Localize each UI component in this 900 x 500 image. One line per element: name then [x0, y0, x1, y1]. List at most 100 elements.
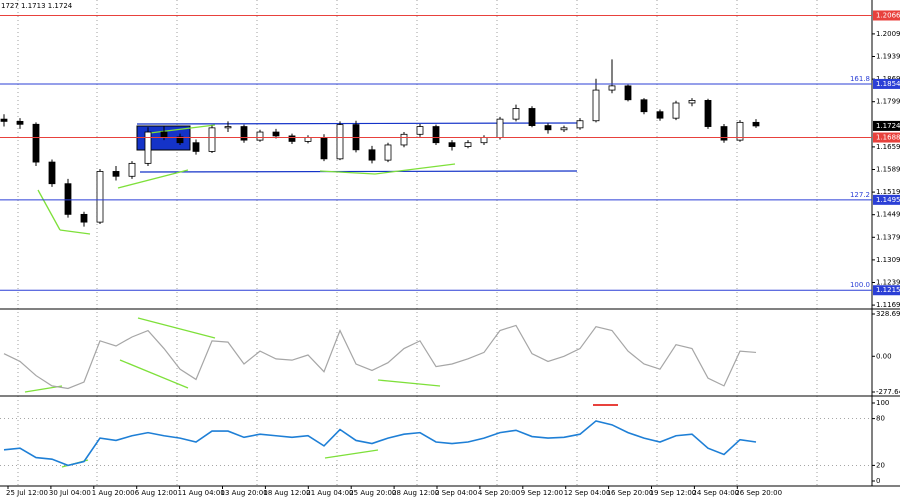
- y-tick-label: -277.644: [876, 388, 900, 396]
- level-badge: [873, 78, 900, 89]
- candle-body: [144, 131, 152, 164]
- y-tick-label: 1.1379: [876, 233, 900, 241]
- candle-body: [192, 142, 200, 152]
- time-grid: [17, 0, 818, 485]
- x-tick-label: 21 Aug 04:00: [306, 489, 353, 497]
- divergence: [324, 449, 379, 459]
- level-value: 1.1495: [876, 196, 900, 204]
- candle-body: [656, 111, 664, 119]
- candle-body: [272, 131, 280, 137]
- candle-body: [368, 149, 376, 161]
- y-tick-label: 0.00: [876, 352, 892, 360]
- candle-body: [256, 131, 264, 141]
- last-price: 1.1724: [876, 122, 900, 130]
- indicator-line: [3, 420, 757, 467]
- y-tick-label: 1.1939: [876, 52, 900, 60]
- candle-body: [0, 118, 8, 122]
- x-tick-label: 19 Sep 12:00: [650, 489, 697, 497]
- x-tick-label: 25 Aug 20:00: [349, 489, 396, 497]
- level-badge: [873, 285, 900, 296]
- x-tick-label: 30 Jul 04:00: [49, 489, 91, 497]
- x-tick-label: 25 Jul 12:00: [6, 489, 48, 497]
- candle-body: [512, 108, 520, 120]
- candle-body: [544, 125, 552, 131]
- indicator-line: [3, 324, 757, 390]
- candle-body: [496, 118, 504, 138]
- level-value: 1.1854: [876, 80, 900, 88]
- candle-body: [80, 213, 88, 223]
- level-badge: [873, 132, 900, 143]
- x-tick-label: 4 Sep 20:00: [478, 489, 520, 497]
- channel-top: [136, 122, 578, 125]
- candle-body: [176, 136, 184, 144]
- candle-body: [736, 121, 744, 141]
- x-tick-label: 13 Aug 20:00: [221, 489, 268, 497]
- level-badge: [873, 10, 900, 21]
- x-tick-label: 24 Sep 04:00: [692, 489, 739, 497]
- divergence: [59, 229, 91, 235]
- candle-body: [640, 99, 648, 113]
- x-tick-label: 6 Aug 12:00: [135, 489, 178, 497]
- y-tick-label: 1.1449: [876, 211, 900, 219]
- candle-body: [288, 135, 296, 142]
- fib-label: 100.0: [850, 281, 870, 289]
- level-value: 1.2066: [876, 11, 900, 19]
- candle-body: [528, 108, 536, 126]
- candle-body: [64, 183, 72, 215]
- candle-body: [576, 120, 584, 129]
- last-price-badge: [873, 120, 900, 131]
- x-tick-label: 28 Aug 12:00: [392, 489, 439, 497]
- level-value: 1.1215: [876, 286, 900, 294]
- x-tick-label: 11 Aug 04:00: [178, 489, 225, 497]
- channel-bottom: [139, 170, 578, 173]
- candle-body: [16, 120, 24, 125]
- divergence: [37, 189, 61, 231]
- candle-body: [400, 133, 408, 146]
- candle-body: [480, 137, 488, 144]
- candle-body: [608, 85, 616, 91]
- candle-body: [128, 162, 136, 177]
- chart-title: 1727 1.1713 1.1724: [1, 2, 73, 10]
- y-tick-label: 1.1659: [876, 143, 900, 151]
- y-tick-label: 20: [876, 461, 885, 469]
- y-tick-label: 80: [876, 415, 885, 423]
- candle-body: [672, 102, 680, 119]
- y-tick-label: 1.1239: [876, 278, 900, 286]
- candle-body: [160, 131, 168, 138]
- candle-body: [592, 89, 600, 122]
- y-tick-label: 1.1169: [876, 301, 900, 309]
- candle-body: [704, 100, 712, 127]
- candle-body: [448, 142, 456, 147]
- candle-body: [48, 161, 56, 185]
- divergence: [377, 379, 441, 387]
- y-tick-label: 1.1519: [876, 188, 900, 196]
- candle-body: [752, 121, 760, 127]
- candle-body: [96, 171, 104, 223]
- divergence: [137, 317, 216, 339]
- y-tick-label: 1.1589: [876, 165, 900, 173]
- x-tick-label: 16 Sep 20:00: [607, 489, 654, 497]
- candle-body: [112, 171, 120, 177]
- candle-body: [320, 137, 328, 160]
- y-tick-label: 1.1799: [876, 98, 900, 106]
- fib-label: 127.2: [850, 191, 870, 199]
- candle-body: [432, 126, 440, 144]
- divergence: [374, 163, 456, 175]
- fib-label: 161.8: [850, 75, 870, 83]
- candle-body: [560, 127, 568, 131]
- candle-body: [688, 100, 696, 104]
- y-tick-label: 0: [876, 477, 880, 485]
- level-value: 1.1688: [876, 134, 900, 142]
- candle-body: [336, 124, 344, 160]
- y-tick-label: 1.2009: [876, 30, 900, 38]
- candle-body: [224, 126, 232, 129]
- candle-body: [384, 144, 392, 161]
- level-badge: [873, 194, 900, 205]
- candle-body: [720, 126, 728, 141]
- divergence: [117, 169, 189, 189]
- candle-body: [416, 126, 424, 135]
- candle-body: [464, 142, 472, 147]
- divergence: [119, 359, 189, 389]
